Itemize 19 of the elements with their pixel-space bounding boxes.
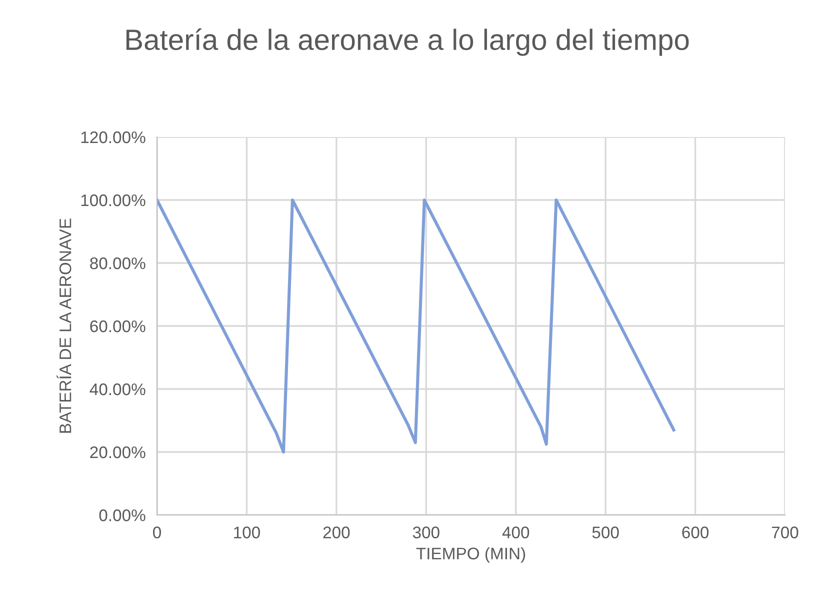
- y-tick-label: 0.00%: [99, 509, 146, 522]
- y-tick-label: 80.00%: [90, 257, 146, 270]
- y-tick-label: 100.00%: [81, 194, 146, 206]
- x-tick-label: 700: [772, 526, 798, 538]
- y-tick-label: 120.00%: [81, 131, 146, 144]
- x-axis-title: TIEMPO (MIN): [416, 547, 526, 563]
- x-tick-label: 500: [592, 526, 619, 538]
- y-tick-label: 20.00%: [90, 446, 146, 458]
- x-tick-label: 300: [412, 526, 440, 538]
- x-tick-label: 0: [153, 526, 161, 538]
- y-tick-label: 40.00%: [90, 383, 146, 396]
- x-tick-label: 200: [323, 526, 350, 538]
- y-tick-label: 60.00%: [90, 320, 146, 332]
- line-series: [157, 198, 676, 454]
- x-tick-label: 100: [234, 526, 260, 538]
- y-axis-title: BATERÍA DE LA AERONAVE: [56, 218, 72, 433]
- x-tick-label: 600: [682, 526, 709, 538]
- chart-title: Batería de la aeronave a lo largo del tiempo: [126, 28, 689, 56]
- x-tick-label: 400: [502, 526, 530, 538]
